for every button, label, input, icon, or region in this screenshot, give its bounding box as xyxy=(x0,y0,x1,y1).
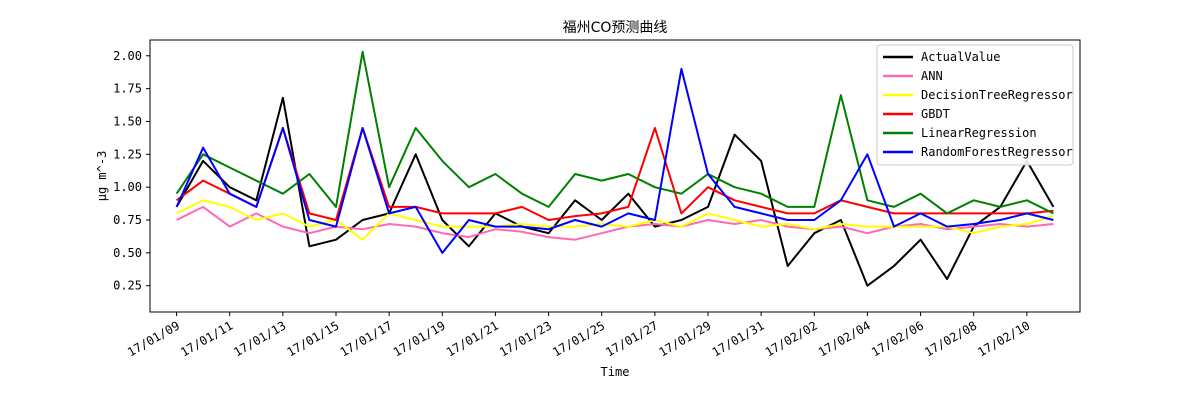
x-tick-label: 17/02/10 xyxy=(975,318,1032,359)
legend-label: RandomForestRegressor xyxy=(921,145,1073,159)
y-tick-label: 1.00 xyxy=(113,180,142,194)
x-tick-label: 17/02/02 xyxy=(763,318,820,359)
x-tick-label: 17/01/31 xyxy=(710,318,767,359)
x-tick-label: 17/01/21 xyxy=(444,318,501,359)
series-layer xyxy=(175,50,1055,287)
y-axis: 0.25 0.50 0.75 1.00 1.25 1.50 1.75 2.00 xyxy=(113,49,150,293)
y-tick-label: 0.50 xyxy=(113,246,142,260)
chart-title: 福州CO预测曲线 xyxy=(563,20,668,36)
y-tick-label: 1.25 xyxy=(113,147,142,161)
series-line-ann xyxy=(176,205,1054,241)
series-line-randomforestregressor xyxy=(175,67,1054,254)
legend-box xyxy=(876,44,1074,166)
x-tick-label: 17/01/27 xyxy=(603,318,660,359)
x-tick-label: 17/01/11 xyxy=(178,318,235,359)
x-axis: 17/01/0917/01/1117/01/1317/01/1517/01/17… xyxy=(125,312,1032,359)
x-tick-label: 17/01/17 xyxy=(338,318,395,359)
x-tick-label: 17/02/04 xyxy=(816,318,873,359)
series-line-actualvalue xyxy=(175,96,1055,287)
series-line-linearregression xyxy=(175,50,1054,215)
x-tick-label: 17/01/15 xyxy=(284,318,341,359)
legend-label: DecisionTreeRegressor xyxy=(921,88,1073,102)
x-tick-label: 17/01/13 xyxy=(231,318,288,359)
legend: ActualValue ANN DecisionTreeRegressor GBDT L… xyxy=(876,44,1074,166)
y-tick-label: 2.00 xyxy=(113,49,142,63)
x-tick-label: 17/01/19 xyxy=(391,318,448,359)
legend-label: GBDT xyxy=(921,107,950,121)
x-tick-label: 17/02/08 xyxy=(922,318,979,359)
y-tick-label: 0.75 xyxy=(113,213,142,227)
x-axis-label: Time xyxy=(601,365,630,379)
x-tick-label: 17/01/25 xyxy=(550,318,607,359)
legend-label: LinearRegression xyxy=(921,126,1037,140)
x-tick-label: 17/02/06 xyxy=(869,318,926,359)
plot-frame xyxy=(149,39,1081,313)
x-tick-label: 17/01/23 xyxy=(497,318,554,359)
x-tick-label: 17/01/09 xyxy=(125,318,182,359)
y-tick-label: 1.75 xyxy=(113,82,142,96)
x-tick-label: 17/01/29 xyxy=(656,318,713,359)
series-line-gbdt xyxy=(176,127,1054,221)
y-tick-label: 1.50 xyxy=(113,114,142,128)
legend-label: ANN xyxy=(921,69,943,83)
y-axis-label: μg m^-3 xyxy=(95,151,109,202)
legend-label: ActualValue xyxy=(921,50,1000,64)
y-tick-label: 0.25 xyxy=(113,279,142,293)
